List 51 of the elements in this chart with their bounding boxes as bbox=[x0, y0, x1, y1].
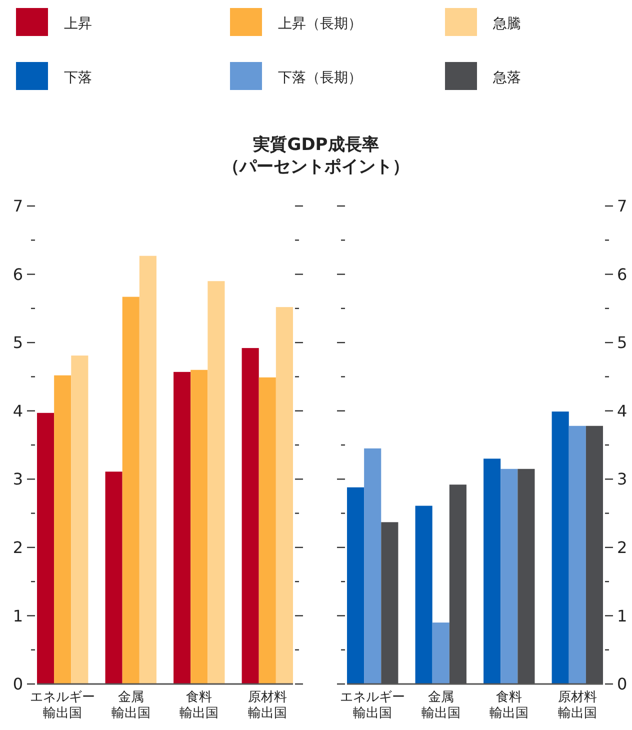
bar bbox=[364, 448, 382, 684]
legend-label: 急騰 bbox=[492, 16, 521, 32]
bar bbox=[552, 412, 569, 684]
bar bbox=[347, 487, 364, 684]
x-tick-label: 原材料輸出国 bbox=[248, 690, 287, 721]
bar bbox=[105, 472, 122, 684]
y2-tick-label: 2 bbox=[617, 538, 628, 558]
y2-tick-label: 6 bbox=[617, 264, 628, 284]
bar bbox=[190, 370, 208, 684]
y-tick-label: 7 bbox=[12, 196, 23, 216]
bar bbox=[122, 296, 140, 684]
x-tick-label: 金属輸出国 bbox=[421, 690, 460, 721]
y-tick-label: 6 bbox=[12, 264, 23, 284]
legend-label: 上昇 bbox=[64, 16, 92, 32]
legend-label: 急落 bbox=[492, 70, 521, 86]
legend-label: 下落 bbox=[64, 70, 92, 86]
bar bbox=[174, 372, 191, 684]
bar bbox=[208, 281, 225, 684]
bar bbox=[71, 356, 88, 684]
bar bbox=[258, 377, 276, 684]
y-tick-label: 5 bbox=[12, 333, 23, 352]
bar bbox=[276, 307, 293, 684]
x-tick-label: 原材料輸出国 bbox=[558, 690, 597, 721]
bar bbox=[139, 256, 156, 684]
bar bbox=[500, 468, 518, 684]
x-tick-label: エネルギー輸出国 bbox=[30, 690, 96, 721]
bar bbox=[54, 375, 72, 684]
x-tick-label: エネルギー輸出国 bbox=[340, 690, 406, 721]
y-tick-label: 3 bbox=[12, 470, 23, 489]
x-tick-label: 食料輸出国 bbox=[490, 690, 529, 721]
bar bbox=[242, 348, 259, 684]
bar bbox=[484, 458, 501, 684]
x-tick-label: 金属輸出国 bbox=[111, 690, 150, 721]
chart-title: 実質GDP成長率（パーセントポイント） bbox=[222, 135, 410, 177]
bar bbox=[432, 622, 450, 684]
y2-tick-label: 1 bbox=[617, 606, 628, 626]
bar bbox=[568, 426, 586, 684]
y-tick-label: 4 bbox=[12, 401, 23, 420]
y-tick-label: 2 bbox=[12, 538, 23, 558]
y-tick-label: 1 bbox=[12, 606, 23, 626]
x-tick-label: 食料輸出国 bbox=[180, 690, 219, 721]
bar bbox=[37, 412, 54, 684]
y2-tick-label: 7 bbox=[617, 196, 628, 216]
y-tick-label: 0 bbox=[12, 674, 23, 694]
y2-tick-label: 5 bbox=[617, 333, 628, 352]
y2-tick-label: 4 bbox=[617, 401, 628, 420]
bar bbox=[415, 506, 432, 684]
y2-tick-label: 0 bbox=[617, 674, 628, 694]
y2-tick-label: 3 bbox=[617, 470, 628, 489]
legend-label: 下落（長期） bbox=[278, 70, 362, 86]
legend-label: 上昇（長期） bbox=[278, 16, 362, 32]
